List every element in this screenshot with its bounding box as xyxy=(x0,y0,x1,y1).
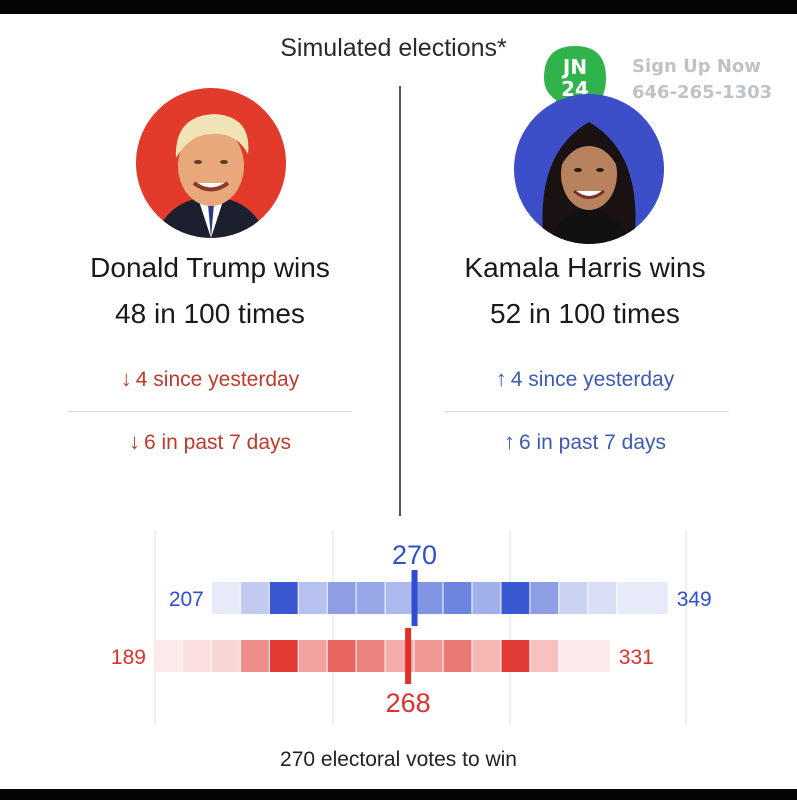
heat-cell xyxy=(240,640,269,672)
median-marker xyxy=(411,570,418,626)
heat-cell xyxy=(559,640,610,672)
heat-cell xyxy=(443,640,472,672)
min-label: 207 xyxy=(169,588,204,611)
heat-cell xyxy=(472,582,501,614)
heat-cell xyxy=(617,582,668,614)
harris-change-week-text: 6 in past 7 days xyxy=(518,431,667,454)
max-label: 349 xyxy=(677,588,712,611)
heat-cell xyxy=(530,640,559,672)
heat-cell xyxy=(501,582,530,614)
heat-cell xyxy=(327,640,356,672)
trump-change-week: ↓ 6 in past 7 days xyxy=(45,429,375,455)
heat-cell xyxy=(211,582,240,614)
max-label: 331 xyxy=(619,646,654,669)
chart-title: Simulated elections* xyxy=(280,34,507,62)
heat-cell xyxy=(298,640,327,672)
heat-cell xyxy=(472,640,501,672)
heat-cell xyxy=(356,640,385,672)
harris-change-day: ↑ 4 since yesterday xyxy=(420,366,750,392)
heat-cell xyxy=(269,582,298,614)
chart-footnote: 270 electoral votes to win xyxy=(280,748,517,771)
heat-cell xyxy=(501,640,530,672)
top-border xyxy=(0,0,797,14)
heat-cell xyxy=(356,582,385,614)
heat-cell xyxy=(443,582,472,614)
median-label: 268 xyxy=(386,688,431,718)
down-arrow-icon: ↓ xyxy=(120,366,132,391)
heat-cell xyxy=(385,582,414,614)
heat-cell xyxy=(530,582,559,614)
heat-cell xyxy=(559,582,588,614)
heat-cell xyxy=(153,640,182,672)
trump-odds: 48 in 100 times xyxy=(115,298,305,329)
heat-cell xyxy=(327,582,356,614)
harris-change-day-text: 4 since yesterday xyxy=(510,368,675,391)
watermark-phone: 646-265-1303 xyxy=(632,82,773,103)
trump-portrait xyxy=(136,88,286,238)
harris-headline: Kamala Harris wins xyxy=(464,252,706,283)
heat-cell xyxy=(414,640,443,672)
trump-change-day: ↓ 4 since yesterday xyxy=(45,366,375,392)
trump-change-week-text: 6 in past 7 days xyxy=(143,431,292,454)
harris-change-week: ↑ 6 in past 7 days xyxy=(420,429,750,455)
median-label: 270 xyxy=(392,540,437,570)
up-arrow-icon: ↑ xyxy=(495,366,507,391)
heat-cell xyxy=(414,582,443,614)
heat-cell xyxy=(182,640,211,672)
heat-cell xyxy=(588,582,617,614)
center-divider xyxy=(399,86,401,516)
min-label: 189 xyxy=(111,646,146,669)
down-arrow-icon: ↓ xyxy=(128,429,140,454)
up-arrow-icon: ↑ xyxy=(503,429,515,454)
logo-line1: JN xyxy=(561,55,587,79)
heat-cell xyxy=(298,582,327,614)
electoral-vote-distribution-chart: 207 349 270 189 331 268 xyxy=(111,530,712,725)
harris-portrait xyxy=(514,94,664,244)
right-divider xyxy=(445,411,729,412)
harris-odds: 52 in 100 times xyxy=(490,298,680,329)
heat-cell xyxy=(240,582,269,614)
trump-headline: Donald Trump wins xyxy=(90,252,330,283)
left-divider xyxy=(68,411,352,412)
heat-cell xyxy=(269,640,298,672)
median-marker xyxy=(405,628,412,684)
bottom-border xyxy=(0,789,797,800)
watermark-signup: Sign Up Now xyxy=(632,56,761,77)
trump-change-day-text: 4 since yesterday xyxy=(135,368,300,391)
heat-cell xyxy=(211,640,240,672)
